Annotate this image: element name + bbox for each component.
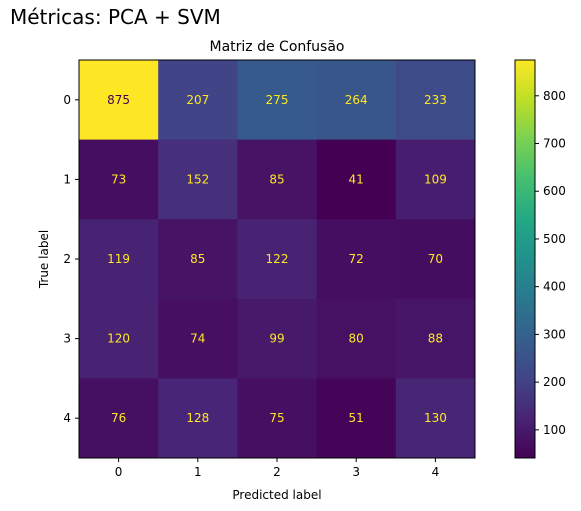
cell-value-label: 80 xyxy=(349,332,364,346)
heatmap-cell-3-0 xyxy=(79,298,159,379)
heatmap-cell-2-0 xyxy=(79,219,159,300)
cell-value-label: 73 xyxy=(111,172,126,186)
heatmap-cell-3-4 xyxy=(395,298,476,379)
cell-value-label: 51 xyxy=(349,411,364,425)
cell-value-label: 85 xyxy=(269,172,284,186)
heatmap-cell-0-1 xyxy=(158,60,238,141)
cell-value-label: 130 xyxy=(424,411,447,425)
heatmap-cell-3-2 xyxy=(237,298,318,379)
cell-value-label: 88 xyxy=(428,332,443,346)
cell-value-label: 122 xyxy=(266,252,289,266)
heatmap-cell-4-1 xyxy=(158,378,238,459)
cell-value-label: 99 xyxy=(269,332,284,346)
heatmap-cell-0-0 xyxy=(79,60,159,141)
y-tick-label: 1 xyxy=(63,172,71,186)
figure-suptitle: Métricas: PCA + SVM xyxy=(10,5,221,29)
x-tick-label: 3 xyxy=(352,465,360,479)
y-tick-label: 3 xyxy=(63,332,71,346)
colorbar-tick-label: 700 xyxy=(543,137,566,151)
heatmap-cell-3-3 xyxy=(316,298,397,379)
heatmap-cell-4-2 xyxy=(237,378,318,459)
cell-value-label: 120 xyxy=(107,332,130,346)
cell-value-label: 85 xyxy=(190,252,205,266)
y-tick-label: 0 xyxy=(63,93,71,107)
heatmap-cell-1-1 xyxy=(158,139,238,220)
colorbar-tick-label: 100 xyxy=(543,423,566,437)
y-axis-label: True label xyxy=(37,230,51,289)
cell-value-label: 109 xyxy=(424,172,447,186)
heatmap-cell-3-1 xyxy=(158,298,238,379)
colorbar-tick-label: 500 xyxy=(543,232,566,246)
cell-value-label: 76 xyxy=(111,411,126,425)
cell-value-label: 207 xyxy=(186,93,209,107)
cell-value-label: 233 xyxy=(424,93,447,107)
heatmap-cell-1-0 xyxy=(79,139,159,220)
heatmap-cell-4-0 xyxy=(79,378,159,459)
cell-value-label: 128 xyxy=(186,411,209,425)
heatmap-cell-2-1 xyxy=(158,219,238,300)
y-axis-ticks: 0 1 2 3 4 xyxy=(63,93,79,425)
heatmap-cells: 875 207 275 264 233 73 152 85 41 109 119 85 122 72 70 1… xyxy=(79,60,476,459)
heatmap-cell-1-2 xyxy=(237,139,318,220)
cell-value-label: 875 xyxy=(107,93,130,107)
cell-value-label: 41 xyxy=(349,172,364,186)
heatmap-cell-0-3 xyxy=(316,60,397,141)
x-axis-label: Predicted label xyxy=(232,488,321,502)
x-tick-label: 2 xyxy=(273,465,281,479)
y-tick-label: 2 xyxy=(63,252,71,266)
colorbar xyxy=(514,59,536,459)
y-tick-label: 4 xyxy=(63,411,71,425)
cell-value-label: 70 xyxy=(428,252,443,266)
cell-value-label: 152 xyxy=(186,172,209,186)
heatmap-cell-2-2 xyxy=(237,219,318,300)
x-tick-label: 4 xyxy=(432,465,440,479)
colorbar-tick-label: 600 xyxy=(543,184,566,198)
cell-value-label: 119 xyxy=(107,252,130,266)
cell-value-label: 264 xyxy=(345,93,368,107)
colorbar-tick-label: 800 xyxy=(543,89,566,103)
heatmap-cell-4-4 xyxy=(395,378,476,459)
heatmap-cell-2-4 xyxy=(395,219,476,300)
heatmap-cell-4-3 xyxy=(316,378,397,459)
cell-value-label: 275 xyxy=(266,93,289,107)
heatmap-cell-1-3 xyxy=(316,139,397,220)
heatmap-cell-0-4 xyxy=(395,60,476,141)
heatmap-cell-1-4 xyxy=(395,139,476,220)
colorbar-tick-label: 300 xyxy=(543,327,566,341)
chart-title: Matriz de Confusão xyxy=(210,39,345,55)
heatmap-cell-2-3 xyxy=(316,219,397,300)
cell-value-label: 72 xyxy=(349,252,364,266)
cell-value-label: 74 xyxy=(190,332,205,346)
colorbar-tick-label: 200 xyxy=(543,375,566,389)
x-axis-ticks: 0 1 2 3 4 xyxy=(115,458,439,479)
heatmap-cell-0-2 xyxy=(237,60,318,141)
x-tick-label: 0 xyxy=(115,465,123,479)
colorbar-tick-label: 400 xyxy=(543,280,566,294)
colorbar-ticks: 100 200 300 400 500 600 700 800 xyxy=(535,89,566,437)
cell-value-label: 75 xyxy=(269,411,284,425)
x-tick-label: 1 xyxy=(194,465,202,479)
